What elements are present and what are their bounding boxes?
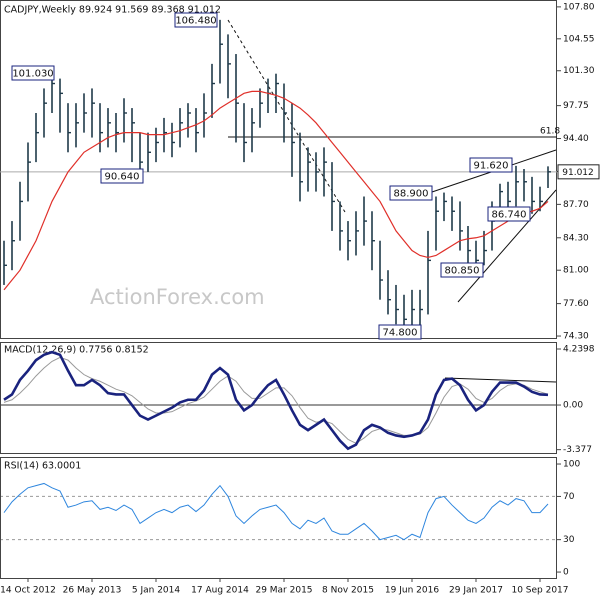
x-tick-label: 29 Mar 2015: [255, 586, 312, 596]
y-tick-label: 81.00: [563, 266, 589, 276]
x-tick-label: 29 Jan 2017: [449, 586, 503, 596]
y-tick-label: 104.55: [563, 34, 595, 44]
annotation-label: 90.640: [105, 172, 140, 183]
watermark: ActionForex.com: [90, 285, 265, 309]
last-price-box: [557, 164, 600, 180]
annotation-box: [100, 168, 144, 184]
rsi-line: [3, 482, 549, 541]
x-tick-label: 19 Jun 2016: [385, 586, 439, 596]
signal-line: [3, 356, 549, 444]
trend-line: [227, 19, 346, 213]
y-tick-label: 74.30: [563, 332, 589, 342]
annotation-label: 91.620: [474, 161, 509, 172]
annotation-box: [174, 12, 218, 28]
annotation-box: [11, 65, 55, 81]
price-title: CADJPY,Weekly 89.924 91.569 89.368 91.01…: [4, 5, 221, 16]
annotation-label: 86.740: [492, 210, 527, 221]
macd-line: [3, 350, 549, 451]
y-tick-label: 101.30: [563, 66, 595, 76]
y-tick-label: 0.00: [563, 401, 583, 411]
x-tick-label: 26 May 2013: [63, 586, 122, 596]
annotation-label: 101.030: [12, 69, 53, 80]
y-tick-label: 87.70: [563, 200, 589, 210]
y-tick-label: 97.75: [563, 101, 589, 111]
x-tick-label: 14 Oct 2012: [0, 586, 56, 596]
annotation-label: 74.800: [383, 328, 418, 339]
price-frame: [0, 0, 557, 339]
rsi-frame: [0, 457, 557, 579]
x-tick-label: 5 Jan 2014: [132, 586, 180, 596]
x-tick-label: 17 Aug 2014: [191, 586, 249, 596]
y-tick-label: -3.377: [563, 445, 592, 455]
y-tick-label: 84.30: [563, 233, 589, 243]
x-tick-label: 8 Nov 2015: [322, 586, 374, 596]
macd-frame: [0, 342, 557, 454]
annotation-box: [487, 206, 531, 222]
x-tick-label: 10 Sep 2017: [511, 586, 568, 596]
annotation-label: 106.480: [175, 16, 216, 27]
y-tick-label: 107.80: [563, 2, 595, 12]
annotation-box: [389, 185, 433, 201]
last-price-label: 91.012: [562, 168, 594, 178]
trend-line: [444, 377, 557, 383]
y-tick-label: 100: [563, 460, 580, 470]
annotation-box: [469, 157, 513, 173]
y-tick-label: 4.2398: [563, 345, 595, 355]
annotation-box: [378, 324, 422, 340]
y-tick-label: 0: [563, 568, 569, 578]
y-tick-label: 70: [563, 492, 575, 502]
y-tick-label: 30: [563, 535, 575, 545]
moving-average: [3, 90, 549, 291]
rsi-title: RSI(14) 63.0001: [4, 461, 81, 472]
annotation-label: 88.900: [394, 189, 429, 200]
annotation-box: [440, 262, 484, 278]
annotation-label: 80.850: [445, 266, 480, 277]
y-tick-label: 94.40: [563, 134, 589, 144]
macd-title: MACD(12,26,9) 0.7756 0.8152: [4, 345, 149, 356]
y-tick-label: 77.60: [563, 299, 589, 309]
fib-label: 61.8: [540, 127, 560, 137]
